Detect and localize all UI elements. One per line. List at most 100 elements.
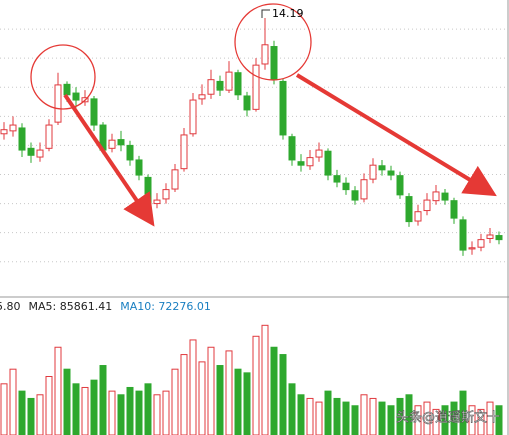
candle-body: [387, 170, 395, 176]
volume-bar: [162, 390, 170, 435]
volume-bar: [342, 401, 350, 435]
volume-bar: [90, 379, 98, 435]
volume-bar: [243, 372, 251, 435]
candle-body: [216, 80, 224, 91]
candle-body: [288, 136, 296, 161]
candle-body: [63, 83, 71, 96]
volume-bar: [288, 383, 296, 435]
volume-bar: [306, 397, 314, 435]
candle-body: [252, 64, 260, 110]
candle-body: [243, 95, 251, 111]
candle-body: [468, 247, 476, 250]
candle-body: [351, 190, 359, 201]
candle-body: [324, 150, 332, 176]
volume-bar: [297, 394, 305, 435]
volume-bar: [108, 390, 116, 435]
watermark: 头条@逍遥斯文十: [396, 410, 500, 426]
volume-bar: [459, 390, 467, 435]
volume-bar: [126, 386, 134, 435]
candle-body: [423, 199, 431, 212]
candle-body: [333, 175, 341, 183]
candle-body: [405, 196, 413, 223]
candle-body: [45, 124, 53, 149]
candle-body: [279, 80, 287, 136]
volume-bar: [261, 324, 269, 435]
candle-body: [486, 234, 494, 239]
candle-body: [495, 235, 503, 241]
peak-label: 14.19: [272, 7, 304, 20]
volume-bar: [54, 346, 62, 435]
volume-bar: [9, 368, 17, 435]
candle-body: [180, 134, 188, 170]
candle-body: [9, 124, 17, 132]
candle-body: [450, 200, 458, 219]
volume-bar: [477, 408, 485, 435]
candle-body: [441, 192, 449, 201]
volume-bar: [171, 368, 179, 435]
volume-bar: [180, 354, 188, 435]
volume-bar: [117, 394, 125, 435]
candle-body: [72, 92, 80, 101]
candle-body: [360, 179, 368, 200]
peak-marker: [261, 9, 270, 19]
volume-bar: [189, 339, 197, 435]
volume-bar: [252, 335, 260, 435]
volume-bar: [423, 401, 431, 435]
candle-body: [108, 139, 116, 149]
highlight-circle: [30, 44, 96, 110]
candle-body: [135, 159, 143, 176]
volume-bar: [315, 401, 323, 435]
volume-bar: [72, 383, 80, 435]
candle-body: [54, 84, 62, 123]
volume-bar: [45, 376, 53, 435]
volume-bar: [207, 346, 215, 435]
candle-body: [90, 98, 98, 126]
candle-body: [306, 157, 314, 167]
candle-body: [297, 161, 305, 166]
candle-body: [396, 175, 404, 196]
candle-body: [117, 139, 125, 146]
volume-bar: [405, 394, 413, 435]
candle-body: [315, 149, 323, 158]
candle-body: [27, 147, 35, 156]
candle-body: [198, 94, 206, 100]
trend-arrow: [63, 93, 155, 227]
volume-bar: [396, 397, 404, 435]
volume-bar: [225, 350, 233, 435]
candle-body: [162, 189, 170, 200]
volume-legend: MA10: 72276.01: [120, 300, 211, 313]
candle-body: [261, 44, 269, 65]
candle-body: [144, 176, 152, 206]
candle-body: [432, 191, 440, 202]
candle-body: [477, 239, 485, 248]
volume-bar: [0, 383, 8, 435]
candle-body: [153, 199, 161, 205]
plot: [0, 18, 508, 435]
volume-bar: [495, 405, 503, 435]
volume-bar: [63, 368, 71, 435]
candle-body: [207, 79, 215, 95]
candle-body: [270, 46, 278, 81]
candle-body: [459, 219, 467, 251]
volume-bar: [360, 394, 368, 435]
candle-body: [234, 72, 242, 96]
volume-bar: [270, 346, 278, 435]
volume-bar: [486, 401, 494, 435]
volume-bar: [414, 405, 422, 435]
volume-bar: [135, 390, 143, 435]
volume-bar: [369, 397, 377, 435]
volume-bar: [387, 405, 395, 435]
volume-bar: [234, 368, 242, 435]
candle-body: [189, 99, 197, 135]
volume-bar: [144, 383, 152, 435]
volume-bar: [18, 390, 26, 435]
volume-bar: [351, 405, 359, 435]
volume-bar: [36, 394, 44, 435]
volume-bar: [378, 401, 386, 435]
volume-bar: [279, 354, 287, 435]
volume-bar: [432, 408, 440, 435]
volume-bar: [27, 397, 35, 435]
candle-body: [414, 211, 422, 222]
volume-bar: [153, 394, 161, 435]
